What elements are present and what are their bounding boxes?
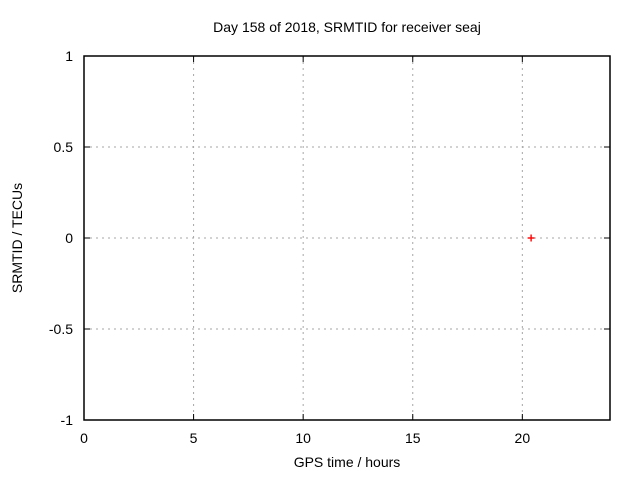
y-axis-label: SRMTID / TECUs bbox=[9, 182, 25, 294]
y-tick-label: 1 bbox=[65, 48, 73, 64]
x-axis-label: GPS time / hours bbox=[293, 454, 401, 470]
chart-title: Day 158 of 2018, SRMTID for receiver sea… bbox=[213, 19, 481, 35]
y-tick-label: -1 bbox=[61, 412, 74, 428]
x-tick-label: 0 bbox=[80, 430, 88, 446]
y-tick-label: 0 bbox=[65, 230, 73, 246]
x-tick-label: 5 bbox=[190, 430, 198, 446]
x-tick-label: 15 bbox=[405, 430, 421, 446]
x-tick-label: 20 bbox=[515, 430, 531, 446]
y-tick-label: -0.5 bbox=[49, 321, 73, 337]
x-tick-label: 10 bbox=[295, 430, 311, 446]
y-tick-label: 0.5 bbox=[54, 139, 74, 155]
